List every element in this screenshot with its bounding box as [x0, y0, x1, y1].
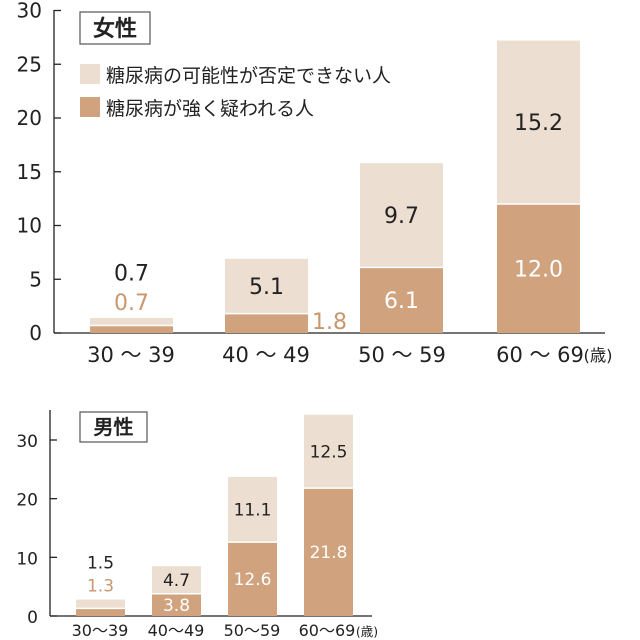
- male-category-label: 30～39: [72, 621, 129, 640]
- male-bar-strong: [304, 488, 353, 616]
- female-bar-strong: [90, 325, 173, 333]
- female-label-strong: 0.7: [114, 291, 149, 316]
- male-bar-strong: [76, 608, 125, 616]
- female-bar-possible: [360, 163, 443, 268]
- male-bar-possible: [304, 414, 353, 489]
- female-bar-strong: [497, 204, 580, 333]
- female-label-strong: 1.8: [312, 310, 347, 335]
- male-label-possible: 11.1: [234, 501, 272, 521]
- male-label-strong: 3.8: [163, 596, 190, 616]
- female-y-tick-label: 0: [29, 321, 42, 345]
- female-label-possible: 0.7: [114, 261, 149, 286]
- male-category-label: 40～49: [148, 621, 205, 640]
- male-y-tick-label: 30: [16, 432, 38, 452]
- legend-swatch-possible: [80, 64, 100, 84]
- female-category-label: 40 ～ 49: [222, 343, 310, 367]
- female-title-box: [79, 11, 151, 45]
- female-y-tick-label: 30: [17, 0, 42, 23]
- male-y-tick-label: 0: [27, 608, 38, 628]
- male-label-strong: 21.8: [310, 543, 348, 563]
- legend-swatch-strong: [80, 97, 100, 117]
- female-y-tick-label: 25: [17, 52, 42, 76]
- female-unit-label: (歳): [583, 346, 612, 365]
- female-y-tick-label: 5: [29, 267, 42, 291]
- male-title-box: [79, 411, 148, 443]
- female-y-tick-label: 20: [17, 106, 42, 130]
- male-label-possible: 12.5: [310, 443, 348, 463]
- male-bar-possible: [152, 566, 201, 594]
- male-label-possible: 4.7: [163, 571, 190, 591]
- male-title: 男性: [94, 415, 134, 439]
- male-y-tick-label: 20: [16, 491, 38, 511]
- female-label-possible: 5.1: [249, 275, 284, 300]
- female-label-strong: 12.0: [514, 257, 563, 282]
- female-bar-strong: [225, 313, 308, 333]
- male-category-label: 50～59: [224, 621, 281, 640]
- female-bar-possible: [90, 317, 173, 326]
- female-label-possible: 9.7: [384, 204, 419, 229]
- female-y-tick-label: 15: [17, 160, 42, 184]
- female-title: 女性: [93, 16, 137, 42]
- male-category-label: 60～69: [299, 621, 356, 640]
- male-bar-possible: [76, 599, 125, 609]
- female-bar-possible: [497, 40, 580, 204]
- female-label-strong: 6.1: [384, 289, 419, 314]
- male-label-possible: 1.5: [87, 554, 114, 574]
- female-category-label: 60 ～ 69: [496, 343, 584, 367]
- female-y-tick-label: 10: [17, 214, 42, 238]
- male-label-strong: 12.6: [234, 570, 272, 590]
- legend-label: 糖尿病の可能性が否定できない人: [106, 65, 391, 87]
- male-label-strong: 1.3: [87, 577, 114, 597]
- female-bar-possible: [225, 258, 308, 314]
- female-label-possible: 15.2: [514, 111, 563, 136]
- male-bar-strong: [228, 542, 277, 616]
- male-bar-strong: [152, 593, 201, 616]
- male-y-tick-label: 10: [16, 549, 38, 569]
- female-category-label: 50 ～ 59: [358, 343, 446, 367]
- legend-label: 糖尿病が強く疑われる人: [106, 98, 314, 120]
- male-unit-label: (歳): [356, 624, 378, 639]
- female-category-label: 30 ～ 39: [87, 343, 175, 367]
- female-bar-strong: [360, 267, 443, 333]
- male-bar-possible: [228, 476, 277, 543]
